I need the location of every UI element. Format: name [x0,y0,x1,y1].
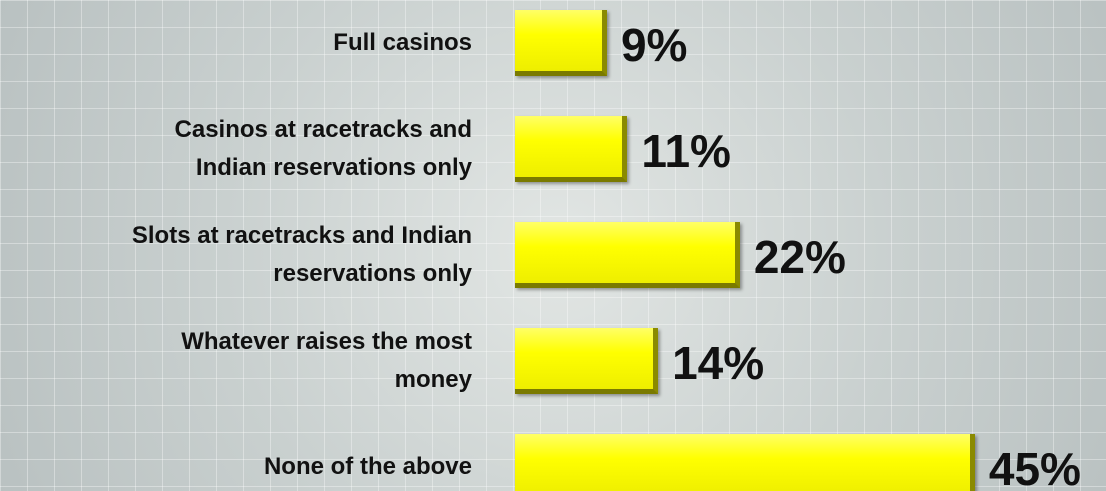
category-text: Whatever raises the most money [181,328,472,393]
category-text: None of the above [263,453,472,480]
category-text: Full casinos [333,29,472,56]
value-label: 14% [672,337,765,389]
category-text: Casinos at racetracks and Indian reserva… [174,116,472,181]
category-label: Slots at racetracks and Indian reservati… [0,217,472,293]
category-label: Full casinos [0,24,472,62]
bar [515,116,628,182]
bar [515,222,740,288]
bar [515,328,659,394]
category-label: None of the above [0,448,472,486]
value-label: 22% [753,231,846,283]
category-label: Casinos at racetracks and Indian reserva… [0,111,472,187]
bar [515,10,607,76]
value-label: 45% [988,443,1081,491]
category-label: Whatever raises the most money [0,323,472,399]
value-label: 9% [620,19,688,71]
bar [515,434,975,491]
value-label: 11% [641,125,731,177]
category-text: Slots at racetracks and Indian reservati… [131,222,472,287]
